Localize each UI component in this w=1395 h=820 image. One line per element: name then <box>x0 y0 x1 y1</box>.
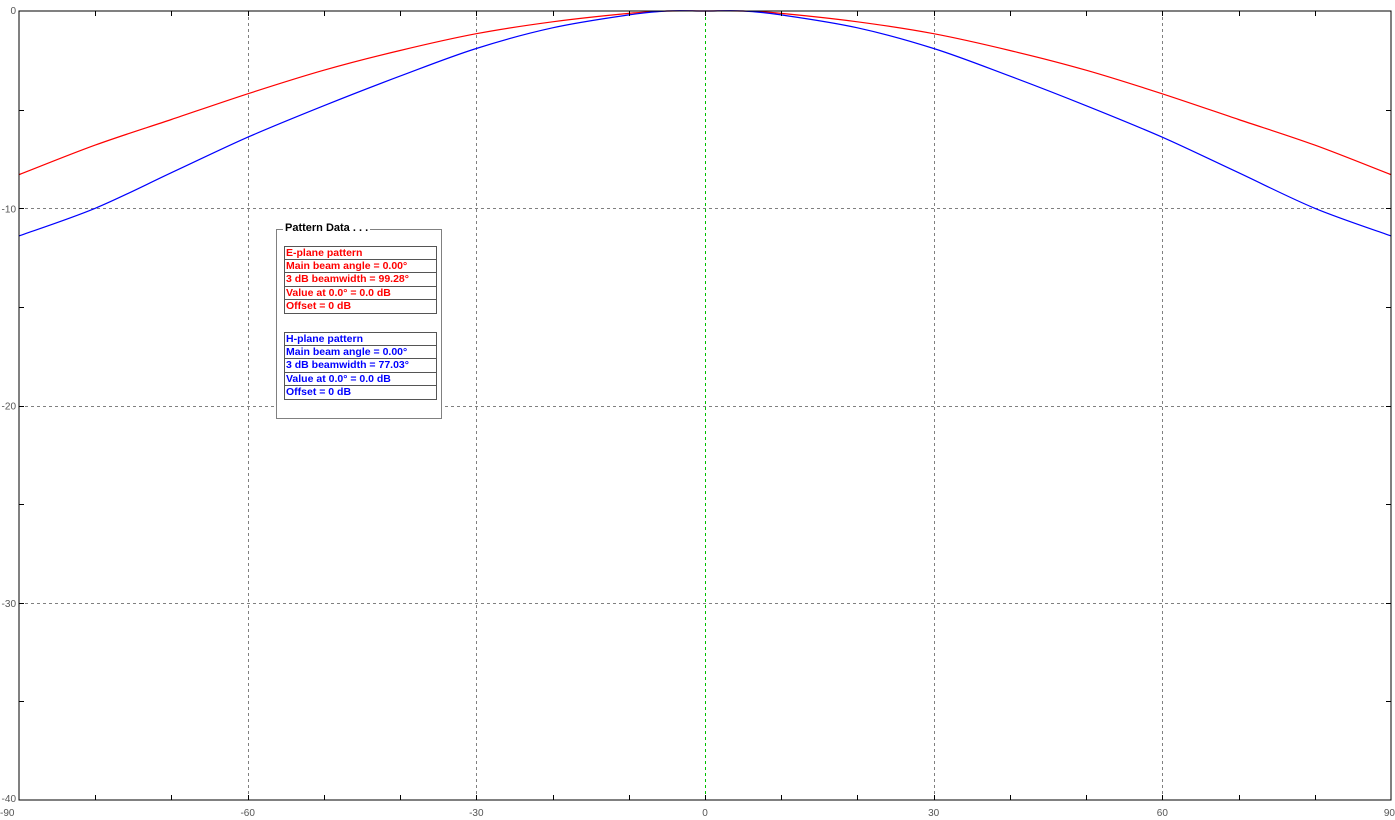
h-plane-group: H-plane pattern Main beam angle = 0.00° … <box>284 332 437 400</box>
y-tick-label: 0 <box>10 6 16 17</box>
plot-frame <box>18 10 1392 801</box>
h-plane-series-line <box>18 10 1392 237</box>
x-tick-label: -60 <box>240 808 255 819</box>
tick-marks <box>19 11 1391 800</box>
h-plane-title: H-plane pattern <box>284 332 437 346</box>
h-plane-offset: Offset = 0 dB <box>284 386 437 400</box>
h-plane-beamwidth: 3 dB beamwidth = 77.03° <box>284 359 437 373</box>
e-plane-value: Value at 0.0° = 0.0 dB <box>284 286 437 300</box>
y-tick-label: -30 <box>2 599 17 610</box>
tick-labels: -90 -60 -30 0 30 60 90 0 -10 -20 -30 -40 <box>0 6 1395 819</box>
x-tick-label: 60 <box>1157 808 1169 819</box>
legend-title: Pattern Data . . . <box>283 222 371 234</box>
e-plane-beamwidth: 3 dB beamwidth = 99.28° <box>284 273 437 287</box>
x-tick-label: 0 <box>702 808 708 819</box>
series-lines <box>18 10 1392 237</box>
y-tick-label: -40 <box>2 794 17 805</box>
x-tick-label: 90 <box>1384 808 1395 819</box>
h-plane-value: Value at 0.0° = 0.0 dB <box>284 372 437 386</box>
y-tick-label: -10 <box>2 204 17 215</box>
x-tick-label: 30 <box>928 808 940 819</box>
e-plane-group: E-plane pattern Main beam angle = 0.00° … <box>284 246 437 314</box>
x-tick-label: -30 <box>469 808 484 819</box>
grid-lines <box>19 11 1391 800</box>
e-plane-title: E-plane pattern <box>284 246 437 260</box>
x-tick-label: -90 <box>0 808 15 819</box>
y-tick-label: -20 <box>2 402 17 413</box>
h-plane-main-beam-angle: Main beam angle = 0.00° <box>284 345 437 359</box>
e-plane-main-beam-angle: Main beam angle = 0.00° <box>284 259 437 273</box>
pattern-data-legend: Pattern Data . . . E-plane pattern Main … <box>276 222 442 419</box>
e-plane-offset: Offset = 0 dB <box>284 300 437 314</box>
